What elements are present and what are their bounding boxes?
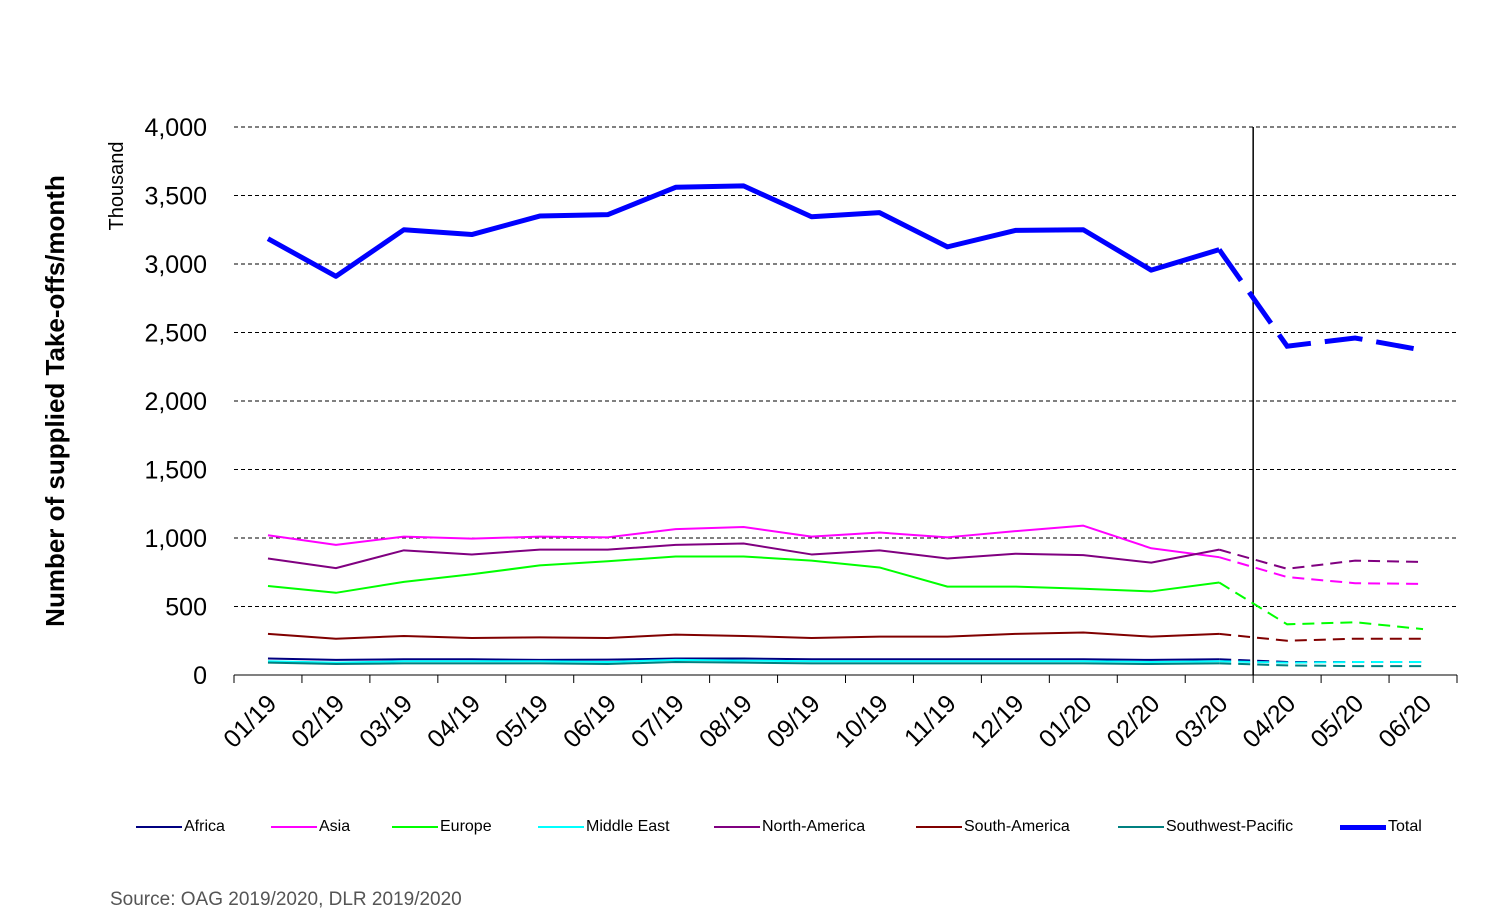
x-tick-label: 06/19 bbox=[558, 689, 622, 753]
legend-item: North-America bbox=[714, 818, 865, 836]
x-tick-label: 03/20 bbox=[1169, 689, 1233, 753]
series-line-north-america bbox=[267, 542, 1220, 570]
legend-swatch bbox=[538, 826, 584, 828]
x-tick-label: 05/19 bbox=[490, 689, 554, 753]
x-tick-label: 04/20 bbox=[1237, 689, 1301, 753]
y-tick-label: 4,000 bbox=[144, 114, 207, 142]
legend-swatch bbox=[392, 826, 438, 828]
legend-item: Southwest-Pacific bbox=[1118, 818, 1293, 836]
x-tick-label: 12/19 bbox=[966, 689, 1030, 753]
series-forecast-europe bbox=[1218, 581, 1424, 631]
legend-label: Europe bbox=[440, 818, 492, 835]
series-line-southwest-pacific bbox=[267, 660, 1220, 666]
x-tick-label: 08/19 bbox=[694, 689, 758, 753]
x-tick-label: 02/20 bbox=[1101, 689, 1165, 753]
legend-swatch bbox=[1340, 824, 1386, 830]
x-tick-label: 07/19 bbox=[626, 689, 690, 753]
x-tick-label: 03/19 bbox=[354, 689, 418, 753]
x-tick-label: 11/19 bbox=[899, 689, 962, 752]
legend-item: Middle East bbox=[538, 818, 670, 836]
series-line-south-america bbox=[267, 631, 1220, 640]
x-tick-label: 09/19 bbox=[762, 689, 826, 753]
y-tick-label: 3,500 bbox=[144, 183, 207, 211]
x-tick-label: 01/20 bbox=[1034, 689, 1098, 753]
y-axis-unit: Thousand bbox=[106, 142, 128, 231]
legend-label: South-America bbox=[964, 818, 1070, 835]
legend-item: Europe bbox=[392, 818, 492, 836]
series-line-asia bbox=[267, 524, 1220, 559]
x-tick-label: 10/19 bbox=[830, 689, 894, 753]
series-forecast-asia bbox=[1218, 556, 1424, 585]
y-tick-label: 1,500 bbox=[144, 457, 207, 485]
series-forecast-middle-east bbox=[1219, 660, 1424, 664]
legend-item: South-America bbox=[916, 818, 1070, 836]
legend-label: Asia bbox=[319, 818, 351, 835]
series-forecast-north-america bbox=[1218, 548, 1424, 570]
x-tick-label: 06/20 bbox=[1373, 689, 1437, 753]
y-axis-title: Number of supplied Take-offs/month bbox=[40, 175, 70, 627]
legend-label: Southwest-Pacific bbox=[1166, 818, 1294, 835]
legend-swatch bbox=[1118, 826, 1164, 828]
legend-label: Middle East bbox=[586, 818, 670, 835]
y-tick-label: 3,000 bbox=[144, 251, 207, 279]
legend-label: Africa bbox=[184, 818, 225, 835]
legend-swatch bbox=[136, 826, 182, 828]
legend-swatch bbox=[916, 826, 962, 828]
series-forecast-south-america bbox=[1219, 632, 1424, 642]
y-tick-label: 500 bbox=[165, 594, 207, 622]
legend-label: North-America bbox=[762, 818, 866, 835]
series-forecast-southwest-pacific bbox=[1219, 662, 1424, 668]
series-line-africa bbox=[267, 657, 1220, 661]
legend-item: Asia bbox=[271, 818, 350, 836]
x-tick-label: 02/19 bbox=[286, 689, 350, 753]
series-line-europe bbox=[267, 555, 1220, 594]
legend: Africa Asia Europe Middle East North-America… bbox=[0, 818, 1497, 846]
x-tick-label: 05/20 bbox=[1305, 689, 1369, 753]
legend-item: Africa bbox=[136, 818, 225, 836]
y-tick-label: 1,000 bbox=[144, 525, 207, 553]
x-tick-label: 01/19 bbox=[218, 689, 282, 753]
series-forecast-total bbox=[1217, 248, 1424, 353]
legend-swatch bbox=[271, 826, 317, 828]
legend-swatch bbox=[714, 826, 760, 828]
x-tick-label: 04/19 bbox=[422, 689, 486, 753]
source-note: Source: OAG 2019/2020, DLR 2019/2020 bbox=[110, 889, 462, 910]
series-line-total bbox=[266, 183, 1220, 279]
legend-label: Total bbox=[1388, 818, 1422, 835]
y-tick-label: 2,000 bbox=[144, 388, 207, 416]
y-tick-label: 0 bbox=[193, 662, 207, 690]
y-tick-label: 2,500 bbox=[144, 320, 207, 348]
series-line-middle-east bbox=[267, 658, 1220, 664]
legend-item: Total bbox=[1340, 818, 1422, 836]
